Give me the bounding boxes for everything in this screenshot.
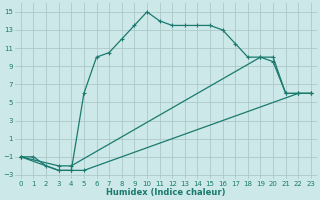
X-axis label: Humidex (Indice chaleur): Humidex (Indice chaleur) <box>106 188 226 197</box>
